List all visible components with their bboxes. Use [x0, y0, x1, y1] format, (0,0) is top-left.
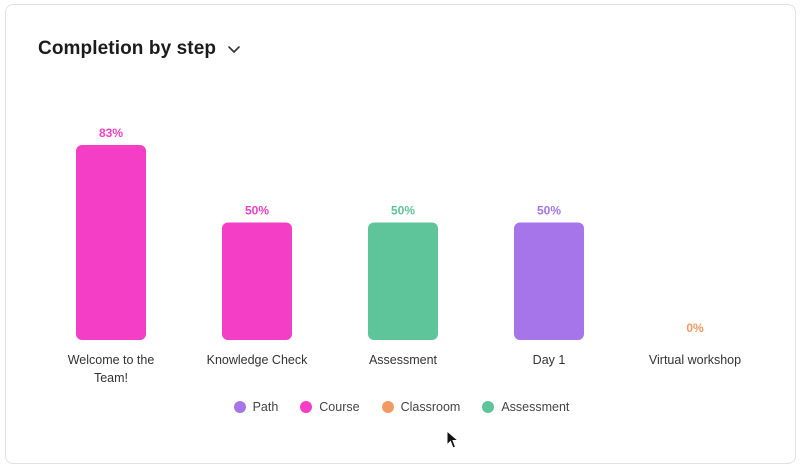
- value-label-2: 50%: [391, 204, 415, 218]
- legend-dot-assessment: [482, 401, 495, 413]
- legend-dot-classroom: [381, 401, 394, 413]
- category-label-0-line-0: Welcome to the: [68, 353, 155, 367]
- category-label-0-line-1: Team!: [94, 371, 128, 385]
- value-label-1: 50%: [245, 204, 269, 218]
- legend-item-course[interactable]: Course: [300, 400, 360, 414]
- legend-label: Path: [252, 400, 279, 414]
- chart-legend: Path Course Classroom Assessment: [6, 400, 797, 414]
- title-dropdown[interactable]: Completion by step: [38, 35, 242, 63]
- category-label-2: Assessment: [369, 353, 438, 367]
- legend-dot-course: [300, 401, 313, 413]
- chevron-down-icon: [228, 46, 240, 53]
- completion-card: Completion by step 83% Welcome to the Team…: [5, 4, 796, 464]
- value-label-4: 0%: [686, 321, 704, 335]
- category-label-1: Knowledge Check: [207, 353, 309, 367]
- category-label-4: Virtual workshop: [649, 353, 741, 367]
- legend-label: Course: [319, 400, 360, 414]
- bar-1[interactable]: [222, 222, 292, 341]
- legend-label: Classroom: [400, 400, 461, 414]
- legend-dot-path: [233, 401, 246, 413]
- legend-item-path[interactable]: Path: [233, 400, 279, 414]
- legend-item-classroom[interactable]: Classroom: [381, 400, 461, 414]
- card-title: Completion by step: [38, 38, 217, 59]
- legend-label: Assessment: [501, 400, 570, 414]
- value-label-3: 50%: [537, 204, 561, 218]
- mouse-cursor-icon: [446, 430, 460, 449]
- bar-2[interactable]: [368, 222, 438, 341]
- bar-3[interactable]: [514, 222, 584, 341]
- bar-0[interactable]: [76, 144, 146, 340]
- bar-chart: 83% Welcome to the Team! 50% Knowledge Check…: [68, 126, 741, 385]
- value-label-0: 83%: [99, 126, 123, 140]
- legend-item-assessment[interactable]: Assessment: [482, 400, 569, 414]
- category-label-3: Day 1: [533, 353, 566, 367]
